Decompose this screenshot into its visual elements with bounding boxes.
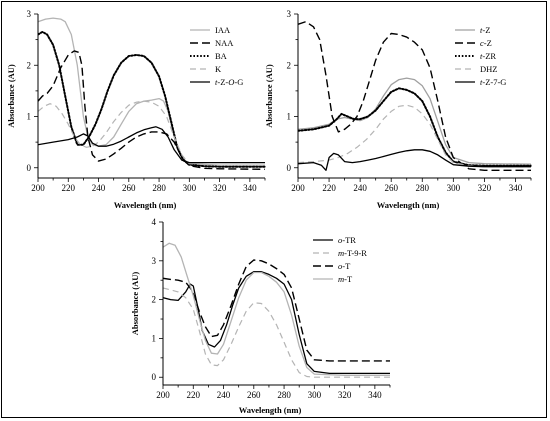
chart-2: 200 220 240 260 280 300 320 340 0 1 2 3 Wavelength (… — [264, 9, 532, 210]
x-tick-label: 240 — [92, 183, 106, 193]
y-tick-label: 2 — [27, 60, 32, 70]
x-tick-label: 220 — [187, 390, 201, 400]
series-line-t-z-7-g — [298, 149, 531, 171]
y-axis-label: Absorbance (AU) — [6, 64, 16, 128]
x-tick-label: 260 — [384, 183, 398, 193]
x-tick-label: 300 — [183, 183, 197, 193]
y-axis-label: Absorbance (AU) — [264, 64, 274, 128]
x-tick-label: 320 — [213, 183, 227, 193]
y-axis-label: Absorbance (AU) — [130, 272, 140, 336]
legend: o-TR m-T-9-R o-T m-T — [313, 235, 367, 284]
series-line-naa — [38, 50, 266, 170]
y-tick-label: 4 — [152, 217, 157, 227]
legend: t-Z c-Z t-ZR DHZ t-Z-7-G — [455, 25, 506, 87]
legend: IAA NAA BA Kt-Z-O-G — [190, 25, 243, 87]
x-tick-label: 240 — [217, 390, 231, 400]
x-tick-label: 220 — [62, 183, 76, 193]
y-tick-label: 2 — [287, 60, 292, 70]
x-axis-label: Wavelength (nm) — [377, 200, 440, 210]
x-tick-label: 340 — [509, 183, 523, 193]
x-axis-label: Wavelength (nm) — [239, 405, 302, 415]
y-tick-label: 3 — [287, 9, 292, 19]
series-line-t-z — [298, 77, 532, 165]
legend-label: m-T-9-R — [338, 248, 367, 258]
x-tick-label: 220 — [322, 183, 336, 193]
x-tick-label: 280 — [152, 183, 166, 193]
x-tick-label: 200 — [291, 183, 305, 193]
series-line-t-z-o-g — [38, 126, 265, 164]
y-tick-label: 3 — [27, 9, 32, 19]
y-tick-label: 1 — [152, 333, 157, 343]
legend-label: IAA — [215, 25, 231, 35]
legend-label: DHZ — [480, 64, 497, 74]
x-tick-label: 320 — [478, 183, 492, 193]
x-tick-label: 240 — [353, 183, 367, 193]
legend-label: t-Z-O-G — [215, 77, 243, 87]
x-tick-label: 320 — [338, 390, 352, 400]
x-tick-label: 280 — [416, 183, 430, 193]
series-line-dhz — [298, 104, 531, 168]
x-tick-label: 340 — [368, 390, 382, 400]
legend-label: NAA — [215, 38, 234, 48]
x-tick-label: 340 — [243, 183, 257, 193]
chart-1: 200 220 240 260 280 300 320 340 0 1 2 3 Wavelength (… — [6, 9, 266, 210]
legend-label: t-Z-7-G — [480, 77, 506, 87]
legend-label: t-ZR — [480, 51, 496, 61]
y-tick-label: 1 — [27, 112, 32, 122]
x-tick-label: 260 — [122, 183, 136, 193]
y-tick-label: 0 — [287, 163, 292, 173]
series-line-c-z — [298, 21, 531, 172]
chart-3: 200 220 240 260 280 300 320 340 0 1 2 3 4 Wavelength … — [130, 217, 391, 415]
legend-label: m-T — [338, 274, 353, 284]
x-tick-label: 200 — [31, 183, 45, 193]
x-tick-label: 200 — [156, 390, 170, 400]
legend-label: K — [215, 64, 222, 74]
series-line-o-tr — [163, 271, 390, 375]
x-tick-label: 280 — [277, 390, 291, 400]
series-line-ba — [38, 30, 266, 168]
legend-label: BA — [215, 51, 228, 61]
y-tick-label: 3 — [152, 256, 157, 266]
legend-label: t-Z — [480, 25, 490, 35]
series-line-m-t-9-r — [163, 287, 390, 378]
x-tick-label: 260 — [247, 390, 261, 400]
legend-label: o-T — [338, 261, 351, 271]
y-tick-label: 1 — [287, 112, 292, 122]
legend-label: o-TR — [338, 235, 356, 245]
legend-label: c-Z — [480, 38, 492, 48]
y-tick-label: 0 — [152, 372, 157, 382]
y-tick-label: 0 — [27, 163, 32, 173]
series-line-k — [38, 100, 265, 166]
x-axis-label: Wavelength (nm) — [114, 200, 177, 210]
x-tick-label: 300 — [308, 390, 322, 400]
y-tick-label: 2 — [152, 295, 157, 305]
series-line-t-zr — [298, 87, 532, 167]
series-line-m-t — [163, 242, 390, 376]
x-tick-label: 300 — [447, 183, 461, 193]
